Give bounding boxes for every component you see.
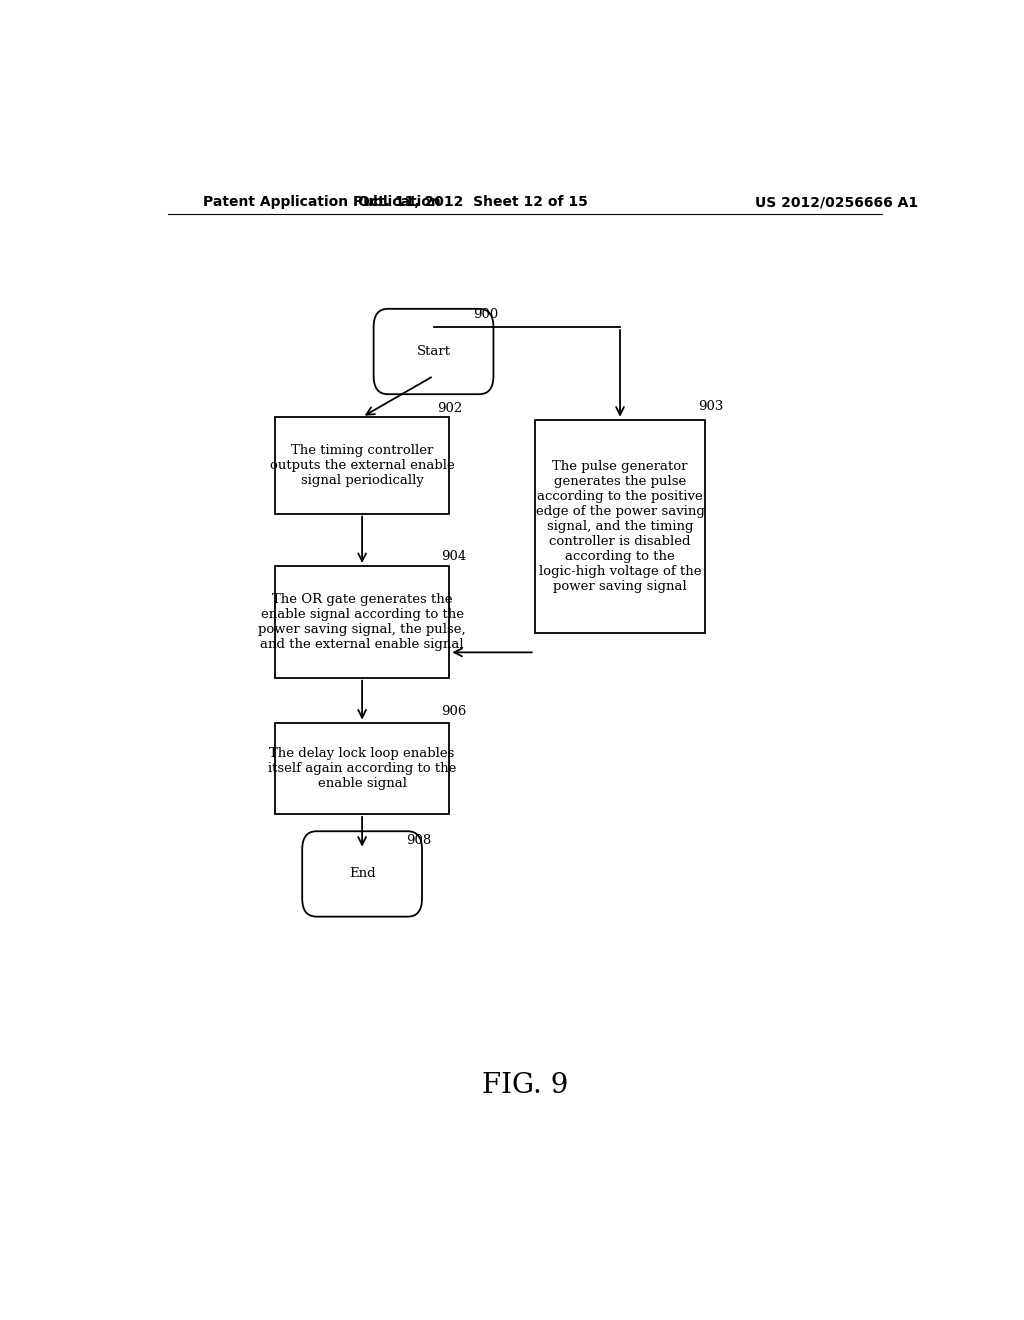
Text: 908: 908 — [406, 833, 431, 846]
Text: The delay lock loop enables
itself again according to the
enable signal: The delay lock loop enables itself again… — [268, 747, 457, 789]
Text: End: End — [349, 867, 376, 880]
Bar — [274, 417, 450, 513]
Text: The OR gate generates the
enable signal according to the
power saving signal, th: The OR gate generates the enable signal … — [258, 593, 466, 651]
Text: 902: 902 — [437, 401, 463, 414]
Text: 903: 903 — [697, 400, 723, 412]
Text: Oct. 11, 2012  Sheet 12 of 15: Oct. 11, 2012 Sheet 12 of 15 — [358, 195, 588, 209]
Text: 906: 906 — [441, 705, 467, 718]
Bar — [274, 566, 450, 677]
Bar — [274, 722, 450, 814]
Text: The pulse generator
generates the pulse
according to the positive
edge of the po: The pulse generator generates the pulse … — [536, 459, 705, 593]
Text: US 2012/0256666 A1: US 2012/0256666 A1 — [755, 195, 919, 209]
Text: FIG. 9: FIG. 9 — [481, 1072, 568, 1098]
Text: Start: Start — [417, 345, 451, 358]
Text: The timing controller
outputs the external enable
signal periodically: The timing controller outputs the extern… — [269, 444, 455, 487]
Text: 904: 904 — [441, 550, 467, 562]
FancyBboxPatch shape — [302, 832, 422, 916]
Text: Patent Application Publication: Patent Application Publication — [204, 195, 441, 209]
Text: 900: 900 — [473, 308, 499, 321]
FancyBboxPatch shape — [374, 309, 494, 395]
Bar — [535, 420, 706, 634]
